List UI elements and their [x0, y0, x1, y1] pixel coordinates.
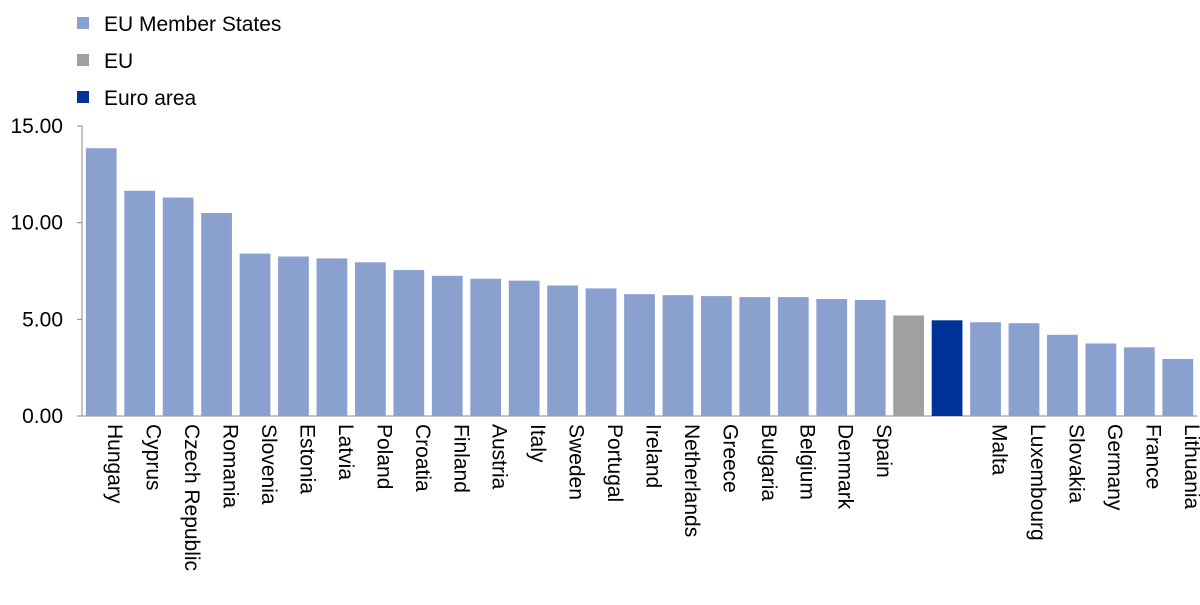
- category-label: Finland: [449, 424, 472, 493]
- bar-bulgaria: [739, 297, 771, 416]
- category-label: Hungary: [103, 424, 126, 504]
- category-label: Spain: [872, 424, 895, 478]
- y-tick-label: 0.00: [22, 405, 63, 428]
- bar-romania: [201, 213, 232, 416]
- category-label: Italy: [526, 424, 549, 463]
- category-label: Bulgaria: [757, 424, 780, 501]
- category-label: Greece: [718, 424, 741, 493]
- legend-label-eu: EU: [104, 50, 133, 73]
- category-label: Belgium: [795, 424, 818, 500]
- bar-estonia: [278, 256, 309, 416]
- category-label: Lithuania: [1180, 424, 1200, 510]
- bar-slovakia: [1047, 334, 1078, 416]
- legend-label-euro: Euro area: [104, 87, 197, 110]
- bar-eu: [893, 315, 925, 416]
- category-label: Austria: [488, 424, 511, 490]
- bar-portugal: [585, 288, 617, 416]
- category-label: Romania: [219, 424, 242, 508]
- category-label: Estonia: [295, 424, 318, 494]
- bar-germany: [1085, 343, 1117, 416]
- bar-sweden: [547, 285, 578, 416]
- legend-swatch-member: [77, 17, 89, 29]
- category-label: Germany: [1103, 424, 1126, 511]
- bar-greece: [701, 296, 732, 416]
- bar-austria: [470, 278, 502, 416]
- bar-poland: [354, 262, 386, 416]
- category-label: Slovakia: [1064, 424, 1087, 504]
- bar-italy: [508, 280, 540, 416]
- bar-slovenia: [239, 253, 271, 416]
- category-label: France: [1141, 424, 1164, 489]
- category-label: Sweden: [565, 424, 588, 500]
- bar-czech-republic: [162, 197, 194, 416]
- category-label: Cyprus: [142, 424, 165, 491]
- legend: EU Member States EU Euro area: [77, 13, 281, 110]
- bar-lithuania: [1162, 358, 1194, 416]
- category-label: Ireland: [642, 424, 665, 488]
- bar-latvia: [316, 258, 348, 416]
- category-label: Portugal: [603, 424, 626, 502]
- category-label: Denmark: [834, 424, 857, 510]
- category-label: Latvia: [334, 424, 357, 480]
- bar-cyprus: [124, 190, 156, 416]
- bar-malta: [970, 322, 1001, 416]
- bar-belgium: [777, 297, 809, 416]
- bar-denmark: [816, 299, 848, 416]
- bar-euro: [931, 320, 963, 416]
- bar-france: [1123, 347, 1155, 416]
- y-tick-label: 5.00: [22, 308, 63, 331]
- category-label: Slovenia: [257, 424, 280, 505]
- y-tick-label: 15.00: [10, 115, 63, 138]
- category-label: Malta: [988, 424, 1011, 476]
- category-label: Netherlands: [680, 424, 703, 537]
- y-tick-label: 10.00: [10, 212, 63, 235]
- category-label: Poland: [372, 424, 395, 489]
- category-labels: Hungary Cyprus Czech Republic Romania Sloven…: [103, 424, 1200, 571]
- legend-swatch-eu: [77, 54, 89, 66]
- bar-croatia: [393, 270, 425, 416]
- category-label: Czech Republic: [180, 424, 203, 571]
- bar-luxembourg: [1008, 323, 1040, 416]
- category-label: Croatia: [411, 424, 434, 492]
- bar-hungary: [85, 148, 117, 416]
- bar-finland: [431, 275, 463, 416]
- category-label: Luxembourg: [1026, 424, 1049, 541]
- legend-label-member: EU Member States: [104, 13, 281, 36]
- bars: [85, 148, 1194, 416]
- bar-ireland: [624, 294, 655, 416]
- bar-spain: [854, 300, 886, 416]
- bar-netherlands: [662, 295, 694, 416]
- legend-swatch-euro: [77, 91, 89, 103]
